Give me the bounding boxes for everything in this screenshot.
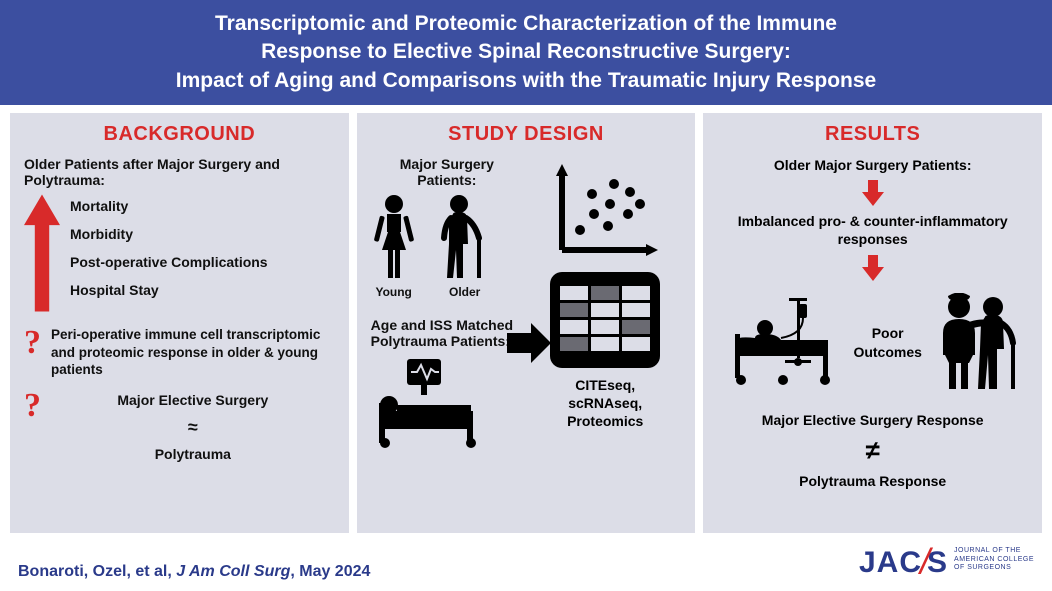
- title-banner: Transcriptomic and Proteomic Characteriz…: [0, 0, 1052, 105]
- title-line-1: Transcriptomic and Proteomic Characteriz…: [20, 10, 1032, 38]
- neq-symbol: ≠: [866, 435, 880, 466]
- group1-label: Major Surgery Patients:: [371, 156, 523, 188]
- footer: Bonaroti, Ozel, et al, J Am Coll Surg, M…: [18, 539, 1034, 581]
- down-arrow-icon: [862, 255, 884, 281]
- older-person-block: Older: [435, 194, 495, 299]
- results-column: Older Major Surgery Patients: Imbalanced…: [717, 156, 1028, 490]
- young-person-block: Young: [371, 194, 417, 299]
- poor-outcomes-label: Poor Outcomes: [853, 324, 923, 360]
- compare-line2: Polytrauma Response: [799, 472, 946, 490]
- up-arrow-icon: [24, 194, 60, 312]
- q2-line2: Polytrauma: [51, 443, 335, 467]
- question-row-2: ? Major Elective Surgery ≈ Polytrauma: [24, 389, 335, 467]
- q2-line1: Major Elective Surgery: [51, 389, 335, 413]
- citation-journal: J Am Coll Surg: [176, 563, 290, 580]
- panel-title-study-design: STUDY DESIGN: [371, 123, 682, 146]
- person-cane-icon: [435, 194, 495, 280]
- patient-bed-iv-icon: [725, 298, 845, 388]
- list-item: Morbidity: [70, 226, 268, 242]
- citation-suffix: , May 2024: [290, 563, 370, 580]
- jacs-sub-2: AMERICAN COLLEGE: [954, 556, 1034, 564]
- question-mark-icon: ?: [24, 326, 41, 360]
- methods-line3: Proteomics: [567, 412, 643, 430]
- heatmap-icon: [550, 272, 660, 368]
- hospital-bed-icon: [371, 359, 491, 449]
- citation: Bonaroti, Ozel, et al, J Am Coll Surg, M…: [18, 563, 370, 581]
- jacs-subtitle: JOURNAL OF THE AMERICAN COLLEGE OF SURGE…: [954, 547, 1034, 572]
- jacs-sub-1: JOURNAL OF THE: [954, 547, 1034, 555]
- list-item: Mortality: [70, 198, 268, 214]
- list-item: Hospital Stay: [70, 282, 268, 298]
- study-design-grid: Major Surgery Patients: Young: [371, 156, 682, 454]
- jacs-slash-icon: /: [920, 541, 931, 583]
- woman-icon: [371, 194, 417, 280]
- results-line2: Imbalanced pro- & counter-inflammatory r…: [717, 212, 1028, 248]
- jacs-logo-text: JAC/S: [859, 539, 948, 581]
- list-item: Post-operative Complications: [70, 254, 268, 270]
- compare-line1: Major Elective Surgery Response: [762, 411, 984, 429]
- title-line-2: Response to Elective Spinal Reconstructi…: [20, 38, 1032, 66]
- panel-title-background: BACKGROUND: [24, 123, 335, 146]
- methods-label: CITEseq, scRNAseq, Proteomics: [567, 376, 643, 431]
- people-row: Young Older: [371, 194, 523, 299]
- jacs-logo: JAC/S JOURNAL OF THE AMERICAN COLLEGE OF…: [859, 539, 1034, 581]
- background-subhead: Older Patients after Major Surgery and P…: [24, 156, 335, 188]
- title-line-3: Impact of Aging and Comparisons with the…: [20, 67, 1032, 95]
- background-top-row: Mortality Morbidity Post-operative Compl…: [24, 194, 335, 312]
- approx-symbol: ≈: [51, 412, 335, 443]
- right-arrow-icon: [507, 323, 551, 363]
- older-label: Older: [435, 285, 495, 299]
- panel-title-results: RESULTS: [717, 123, 1028, 146]
- citation-prefix: Bonaroti, Ozel, et al,: [18, 563, 176, 580]
- panel-results: RESULTS Older Major Surgery Patients: Im…: [703, 113, 1042, 533]
- panel-study-design: STUDY DESIGN Major Surgery Patients:: [357, 113, 696, 533]
- panels-row: BACKGROUND Older Patients after Major Su…: [0, 105, 1052, 533]
- down-arrow-icon: [862, 180, 884, 206]
- question-mark-icon: ?: [24, 389, 41, 423]
- elderly-couple-icon: [931, 293, 1021, 393]
- methods-line1: CITEseq,: [567, 376, 643, 394]
- question-2-block: Major Elective Surgery ≈ Polytrauma: [51, 389, 335, 467]
- study-design-left-col: Major Surgery Patients: Young: [371, 156, 523, 454]
- jacs-sub-3: OF SURGEONS: [954, 564, 1034, 572]
- scatter-plot-icon: [550, 164, 660, 264]
- young-label: Young: [371, 285, 417, 299]
- background-list: Mortality Morbidity Post-operative Compl…: [70, 194, 268, 298]
- results-line1: Older Major Surgery Patients:: [774, 156, 972, 174]
- group2-label: Age and ISS Matched Polytrauma Patients:: [371, 317, 523, 349]
- question-1-text: Peri-operative immune cell transcriptomi…: [51, 326, 335, 379]
- methods-line2: scRNAseq,: [567, 394, 643, 412]
- panel-background: BACKGROUND Older Patients after Major Su…: [10, 113, 349, 533]
- results-mid-row: Poor Outcomes: [725, 293, 1021, 393]
- study-design-right-col: CITEseq, scRNAseq, Proteomics: [529, 156, 681, 431]
- question-row-1: ? Peri-operative immune cell transcripto…: [24, 326, 335, 379]
